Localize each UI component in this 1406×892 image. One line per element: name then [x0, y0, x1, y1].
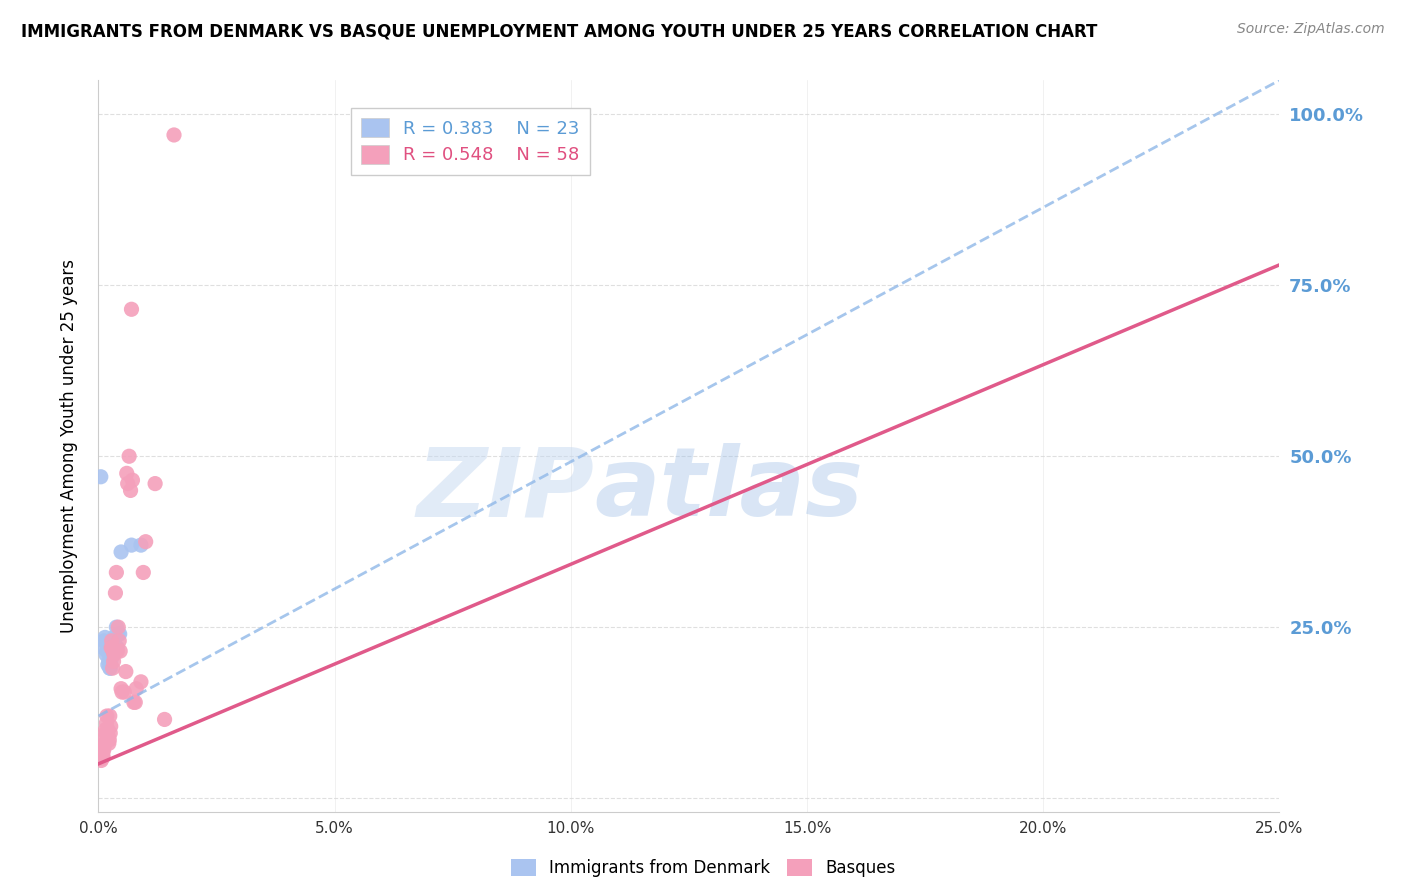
- Point: [107, 620, 129, 634]
- Point: [89, 748, 111, 763]
- Point: [89, 747, 111, 761]
- Point: [105, 620, 128, 634]
- Point: [118, 449, 141, 463]
- Point: [112, 685, 135, 699]
- Text: IMMIGRANTS FROM DENMARK VS BASQUE UNEMPLOYMENT AMONG YOUTH UNDER 25 YEARS CORREL: IMMIGRANTS FROM DENMARK VS BASQUE UNEMPL…: [21, 22, 1098, 40]
- Point: [103, 631, 125, 645]
- Point: [100, 633, 122, 648]
- Point: [115, 467, 138, 481]
- Point: [94, 730, 117, 744]
- Text: ZIP: ZIP: [416, 443, 595, 536]
- Point: [104, 637, 127, 651]
- Point: [121, 538, 143, 552]
- Point: [98, 661, 121, 675]
- Point: [91, 640, 114, 655]
- Point: [91, 750, 114, 764]
- Point: [108, 627, 131, 641]
- Point: [93, 633, 115, 648]
- Point: [111, 685, 134, 699]
- Point: [96, 715, 118, 730]
- Text: atlas: atlas: [595, 443, 863, 536]
- Point: [90, 751, 112, 765]
- Point: [96, 709, 118, 723]
- Point: [93, 743, 115, 757]
- Point: [97, 654, 120, 668]
- Point: [110, 681, 132, 696]
- Point: [125, 681, 148, 696]
- Point: [124, 695, 146, 709]
- Legend: R = 0.383    N = 23, R = 0.548    N = 58: R = 0.383 N = 23, R = 0.548 N = 58: [350, 108, 591, 175]
- Point: [98, 733, 121, 747]
- Point: [100, 640, 122, 655]
- Point: [120, 483, 142, 498]
- Point: [94, 631, 117, 645]
- Point: [122, 695, 145, 709]
- Point: [117, 476, 139, 491]
- Point: [96, 644, 118, 658]
- Point: [100, 640, 122, 655]
- Point: [163, 128, 186, 142]
- Point: [110, 545, 132, 559]
- Point: [90, 754, 112, 768]
- Point: [101, 640, 124, 655]
- Point: [93, 739, 115, 754]
- Point: [143, 476, 166, 491]
- Point: [94, 723, 117, 737]
- Point: [96, 726, 118, 740]
- Point: [105, 640, 128, 655]
- Point: [89, 743, 111, 757]
- Point: [100, 719, 122, 733]
- Text: Source: ZipAtlas.com: Source: ZipAtlas.com: [1237, 22, 1385, 37]
- Point: [91, 750, 114, 764]
- Point: [107, 627, 129, 641]
- Point: [105, 566, 128, 580]
- Point: [97, 736, 120, 750]
- Point: [101, 644, 124, 658]
- Point: [90, 750, 112, 764]
- Point: [98, 661, 121, 675]
- Point: [103, 654, 125, 668]
- Point: [104, 586, 127, 600]
- Point: [135, 534, 157, 549]
- Point: [98, 726, 121, 740]
- Point: [98, 709, 121, 723]
- Point: [94, 648, 117, 662]
- Point: [129, 538, 152, 552]
- Point: [114, 665, 136, 679]
- Point: [103, 644, 125, 658]
- Point: [108, 644, 131, 658]
- Point: [101, 648, 124, 662]
- Point: [129, 674, 152, 689]
- Point: [104, 644, 127, 658]
- Point: [90, 469, 112, 483]
- Point: [101, 661, 124, 675]
- Point: [97, 657, 120, 672]
- Legend: Immigrants from Denmark, Basques: Immigrants from Denmark, Basques: [503, 852, 903, 884]
- Point: [103, 648, 125, 662]
- Y-axis label: Unemployment Among Youth under 25 years: Unemployment Among Youth under 25 years: [59, 259, 77, 633]
- Point: [105, 644, 128, 658]
- Point: [108, 633, 131, 648]
- Point: [100, 654, 122, 668]
- Point: [121, 302, 143, 317]
- Point: [97, 723, 120, 737]
- Point: [91, 747, 114, 761]
- Point: [132, 566, 155, 580]
- Point: [93, 736, 115, 750]
- Point: [94, 726, 117, 740]
- Point: [153, 713, 176, 727]
- Point: [121, 473, 143, 487]
- Point: [97, 730, 120, 744]
